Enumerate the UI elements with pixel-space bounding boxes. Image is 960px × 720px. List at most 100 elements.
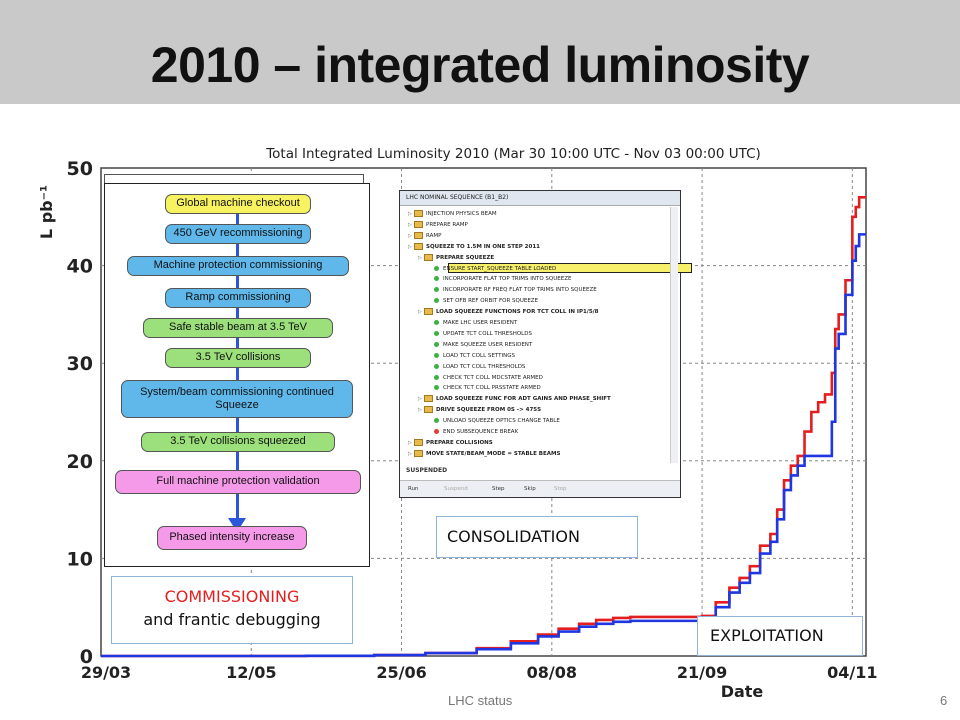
sequence-item[interactable]: ▷ PREPARE RAMP [408,220,468,230]
consolidation-label: CONSOLIDATION [436,516,638,558]
sequence-item[interactable]: ▷ PREPARE SQUEEZE [418,253,494,263]
sequence-item-label: SET OFB REF ORBIT FOR SQUEEZE [443,298,539,305]
sequence-item[interactable]: MAKE LHC USER RESIDENT [428,318,517,328]
status-dot-icon [434,265,439,271]
sequence-item[interactable]: LOAD TCT COLL SETTINGS [428,351,515,361]
sequence-item[interactable]: ▷ MOVE STATE/BEAM_MODE = STABLE BEAMS [408,449,560,459]
sequence-item[interactable]: INCORPORATE RF FREQ FLAT TOP TRIMS INTO … [428,285,597,295]
sequence-item-label: INCORPORATE FLAT TOP TRIMS INTO SQUEEZE [443,276,572,283]
sequence-item[interactable]: MAKE SQUEEZE USER RESIDENT [428,340,532,350]
x-axis-label: Date [721,682,764,701]
run-button[interactable]: Run [408,486,419,492]
y-tick-label: 30 [67,353,93,375]
sequence-item-label: INCORPORATE RF FREQ FLAT TOP TRIMS INTO … [443,287,597,294]
status-dot-icon [434,429,439,434]
commissioning-flow-panel: Global machine checkout 450 GeV recommiss… [104,183,370,567]
tree-toggle-icon[interactable]: ▷ [408,450,412,457]
sequence-item[interactable]: UNLOAD SQUEEZE OPTICS CHANGE TABLE [428,416,560,426]
sequence-toolbar: Run Suspend Step Skip Stop [400,480,680,497]
page-number: 6 [940,693,948,708]
sequence-status: SUSPENDED [406,467,448,474]
sequence-item-label: MOVE STATE/BEAM_MODE = STABLE BEAMS [426,450,561,457]
y-tick-label: 50 [67,158,93,180]
sequence-item[interactable]: END SUBSEQUENCE BREAK [428,427,518,437]
sequence-item[interactable]: UPDATE TCT COLL THRESHOLDS [428,329,532,339]
status-dot-icon [434,298,439,304]
sequence-item-label: MAKE SQUEEZE USER RESIDENT [443,341,533,348]
folder-icon [414,210,423,217]
suspend-button[interactable]: Suspend [444,486,468,492]
sequence-window-header: LHC NOMINAL SEQUENCE (B1_B2) [400,191,680,206]
commissioning-label-box: COMMISSIONING and frantic debugging [111,576,353,644]
flow-step: Full machine protection validation [115,470,361,494]
folder-icon [414,231,423,239]
flow-step: Machine protection commissioning [127,256,349,276]
status-dot-icon [434,287,439,293]
sequence-item[interactable]: CHECK TCT COLL PRSSTATE ARMED [428,383,541,393]
flow-step: 3.5 TeV collisions squeezed [141,432,335,452]
x-tick-label: 12/05 [226,663,276,682]
sequence-selected-highlight [448,263,692,273]
sequence-item[interactable]: ▷ LOAD SQUEEZE FUNC FOR ADT GAINS AND PHA… [418,394,611,404]
tree-toggle-icon[interactable]: ▷ [408,439,412,446]
sequence-item-label: LOAD SQUEEZE FUNC FOR ADT GAINS AND PHAS… [436,396,611,403]
sequence-item[interactable]: ▷ INJECTION PHYSICS BEAM [408,209,497,219]
tree-toggle-icon[interactable]: ▷ [418,407,422,414]
flow-step: Phased intensity increase [157,526,307,550]
tree-toggle-icon[interactable]: ▷ [408,211,412,217]
x-tick-label: 25/06 [376,663,426,682]
folder-icon [424,308,433,316]
sequence-item-label: ENSURE START_SQUEEZE TABLE LOADED [443,265,557,272]
tree-toggle-icon[interactable]: ▷ [418,309,422,316]
status-dot-icon [434,363,439,369]
sequence-item[interactable]: ENSURE START_SQUEEZE TABLE LOADED [428,264,556,274]
status-dot-icon [434,330,439,336]
sequence-item[interactable]: ▷ SQUEEZE TO 1.5M IN ONE STEP 2011 [408,242,540,252]
sequence-item-label: RAMP [426,232,442,239]
sequence-item-label: LOAD TCT COLL SETTINGS [443,352,515,359]
x-tick-label: 29/03 [81,663,131,682]
sequence-item[interactable]: ▷ LOAD SQUEEZE FUNCTIONS FOR TCT COLL IN … [418,307,598,317]
sequence-item[interactable]: LOAD TCT COLL THRESHOLDS [428,362,525,372]
plot-frame [100,167,867,657]
tree-toggle-icon[interactable]: ▷ [418,254,422,261]
y-tick-label: 0 [80,646,93,668]
tree-toggle-icon[interactable]: ▷ [408,243,412,250]
slide-title: 2010 – integrated luminosity [150,37,810,93]
sequence-item-label: PREPARE SQUEEZE [436,254,495,261]
series-line-blue [101,233,866,658]
sequence-item-label: END SUBSEQUENCE BREAK [443,429,519,435]
sequence-item-label: PREPARE COLLISIONS [426,439,493,446]
sequence-item-label: SQUEEZE TO 1.5M IN ONE STEP 2011 [426,243,540,250]
folder-icon [414,220,423,228]
sequence-item[interactable]: ▷ PREPARE COLLISIONS [408,438,493,448]
y-tick-label: 10 [67,548,93,570]
x-tick-label: 04/11 [827,663,877,682]
sequence-item-label: UPDATE TCT COLL THRESHOLDS [443,330,532,337]
sequence-window: LHC NOMINAL SEQUENCE (B1_B2) SUSPENDED R… [399,190,692,498]
sequence-item-label: LOAD SQUEEZE FUNCTIONS FOR TCT COLL IN I… [436,309,599,316]
sequence-scrollbar[interactable] [670,207,678,463]
flow-step: Global machine checkout [165,194,311,214]
sequence-item[interactable]: INCORPORATE FLAT TOP TRIMS INTO SQUEEZE [428,274,571,284]
flow-step: Ramp commissioning [165,288,311,308]
stop-button[interactable]: Stop [554,486,567,492]
footer-text: LHC status [448,693,513,708]
commissioning-label: COMMISSIONING [164,587,300,606]
frantic-debugging-label: and frantic debugging [143,610,321,629]
sequence-item[interactable]: SET OFB REF ORBIT FOR SQUEEZE [428,296,538,306]
sequence-item[interactable]: ▷ DRIVE SQUEEZE FROM 0S -> 475S [418,405,541,415]
tree-toggle-icon[interactable]: ▷ [408,232,412,239]
tree-toggle-icon[interactable]: ▷ [418,396,422,403]
skip-button[interactable]: Skip [524,486,536,492]
tree-toggle-icon[interactable]: ▷ [408,221,412,228]
sequence-item-label: CHECK TCT COLL MDCSTATE ARMED [443,374,543,381]
chart-title: Total Integrated Luminosity 2010 (Mar 30… [265,146,761,162]
flow-step: 3.5 TeV collisions [165,348,311,368]
status-dot-icon [434,385,439,391]
folder-icon [424,406,433,414]
step-button[interactable]: Step [492,486,505,492]
sequence-item[interactable]: CHECK TCT COLL MDCSTATE ARMED [428,373,543,383]
sequence-item-label: UNLOAD SQUEEZE OPTICS CHANGE TABLE [443,418,560,425]
sequence-item[interactable]: ▷ RAMP [408,231,441,241]
